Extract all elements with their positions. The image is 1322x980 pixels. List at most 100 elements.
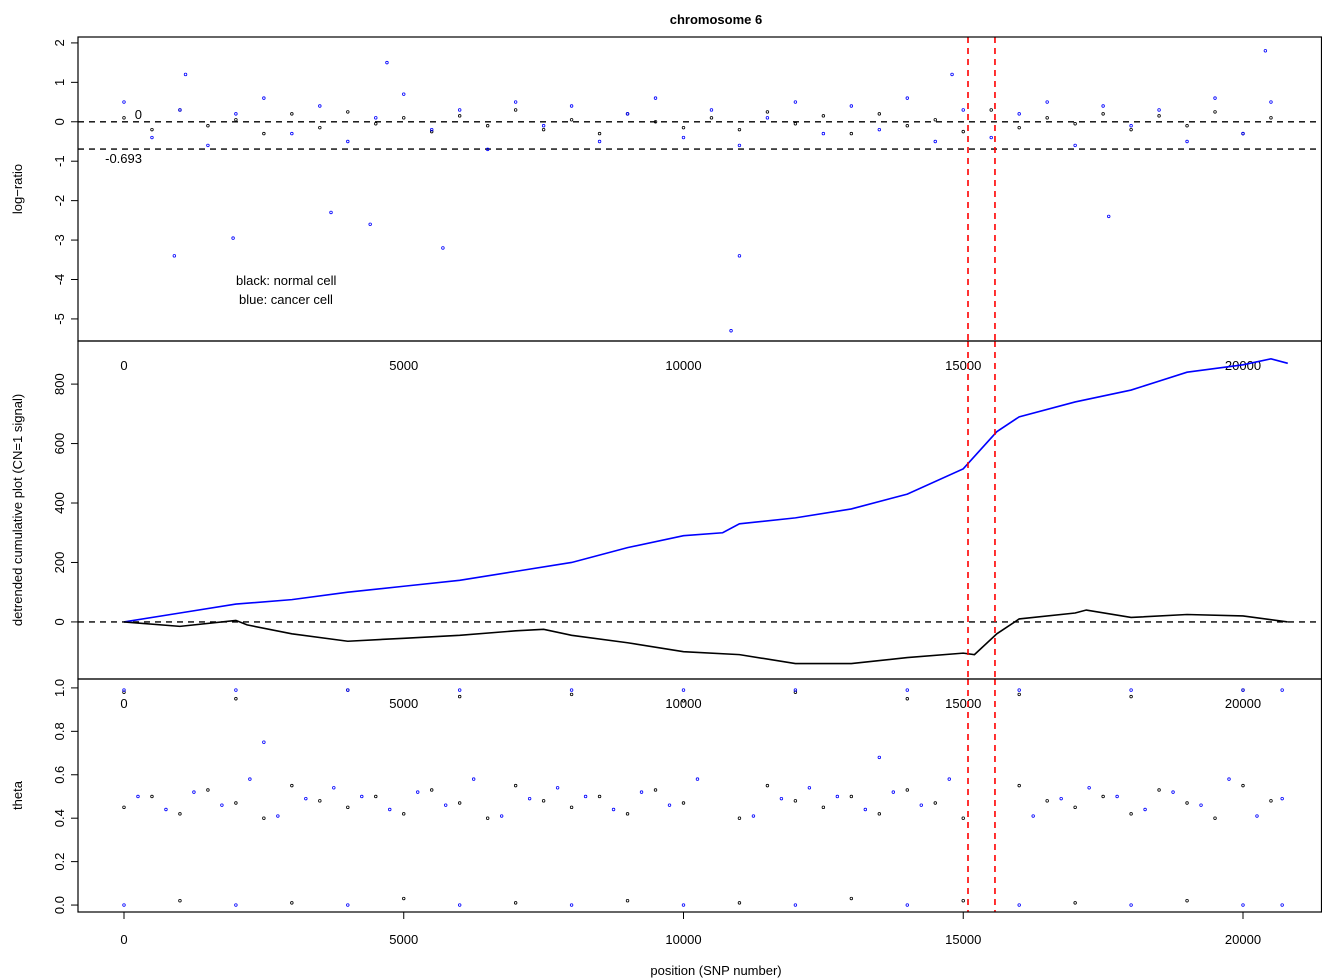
data-point: [1185, 801, 1189, 805]
data-point: [625, 899, 630, 903]
y-axis-label: theta: [10, 780, 25, 810]
data-point: [709, 108, 714, 112]
data-point: [1185, 899, 1189, 903]
data-point: [1101, 794, 1105, 799]
data-point: [444, 803, 448, 807]
data-point: [1017, 783, 1021, 788]
data-line: [123, 358, 1288, 623]
x-tick-label: 10000: [665, 932, 701, 947]
data-point: [441, 246, 445, 250]
y-tick-label: 0.8: [52, 722, 67, 740]
data-point: [807, 786, 812, 790]
data-point: [793, 690, 798, 694]
data-point: [849, 104, 854, 108]
data-point: [1213, 110, 1217, 114]
data-point: [1241, 903, 1245, 907]
data-point: [681, 135, 686, 140]
data-point: [933, 139, 937, 144]
data-point: [709, 116, 714, 120]
data-point: [961, 108, 965, 112]
y-tick-label: -2: [52, 195, 67, 207]
data-point: [667, 803, 672, 807]
data-point: [541, 124, 546, 128]
data-point: [430, 129, 434, 134]
data-point: [527, 796, 532, 801]
data-point: [457, 801, 462, 805]
data-point: [513, 100, 518, 104]
data-point: [290, 112, 294, 116]
data-point: [989, 135, 993, 140]
data-point: [961, 129, 965, 134]
y-tick-label: 0: [52, 118, 67, 125]
data-point: [597, 794, 602, 799]
data-point: [793, 799, 798, 803]
data-point: [849, 896, 854, 901]
data-point: [569, 805, 574, 810]
data-point: [1129, 127, 1133, 132]
data-point: [1045, 100, 1049, 104]
y-tick-label: 400: [52, 492, 67, 514]
data-point: [178, 812, 182, 816]
data-point: [234, 118, 238, 122]
data-point: [569, 903, 574, 907]
data-point: [611, 807, 616, 812]
data-point: [737, 816, 742, 820]
data-point: [234, 688, 238, 692]
data-point: [402, 896, 406, 901]
data-point: [150, 794, 154, 799]
data-point: [737, 254, 742, 258]
data-point: [961, 899, 965, 903]
data-point: [1213, 816, 1217, 820]
data-point: [681, 801, 686, 805]
data-point: [346, 139, 350, 144]
y-tick-label: 0: [52, 618, 67, 625]
data-point: [653, 96, 658, 100]
data-point: [1269, 100, 1273, 104]
data-point: [457, 903, 462, 907]
data-point: [821, 131, 826, 136]
data-point: [388, 807, 392, 812]
data-point: [1269, 799, 1273, 803]
data-point: [1045, 116, 1049, 120]
data-point: [1129, 688, 1133, 692]
data-point: [150, 127, 154, 132]
data-point: [1129, 124, 1133, 128]
data-point: [1263, 49, 1268, 53]
data-point: [402, 116, 406, 120]
data-point: [583, 794, 588, 799]
data-point: [183, 72, 188, 77]
data-point: [1073, 122, 1077, 126]
data-point: [1073, 805, 1077, 810]
data-point: [248, 777, 252, 781]
data-point: [1157, 114, 1161, 118]
data-point: [206, 124, 210, 128]
data-point: [385, 60, 389, 65]
y-tick-label: 0.4: [52, 809, 67, 827]
data-point: [891, 790, 896, 794]
data-point: [597, 131, 602, 136]
data-point: [457, 114, 462, 118]
data-point: [1280, 903, 1284, 907]
legend-entry: blue: cancer cell: [239, 292, 333, 307]
data-point: [933, 118, 937, 122]
data-point: [765, 116, 770, 120]
data-point: [122, 116, 126, 120]
data-point: [122, 805, 126, 810]
y-tick-label: 0.6: [52, 766, 67, 784]
data-point: [346, 903, 350, 907]
data-point: [513, 108, 518, 112]
x-tick-label: 15000: [945, 358, 981, 373]
data-point: [905, 124, 909, 128]
data-point: [1241, 131, 1245, 136]
data-point: [1059, 796, 1063, 801]
y-tick-label: -3: [52, 234, 67, 246]
data-point: [877, 112, 882, 116]
y-tick-label: 1.0: [52, 679, 67, 697]
data-point: [1255, 814, 1259, 818]
data-point: [1157, 108, 1161, 112]
data-point: [1017, 125, 1021, 130]
data-point: [919, 803, 923, 807]
data-point: [1073, 143, 1077, 148]
x-tick-label: 5000: [389, 696, 418, 711]
data-point: [499, 814, 504, 818]
